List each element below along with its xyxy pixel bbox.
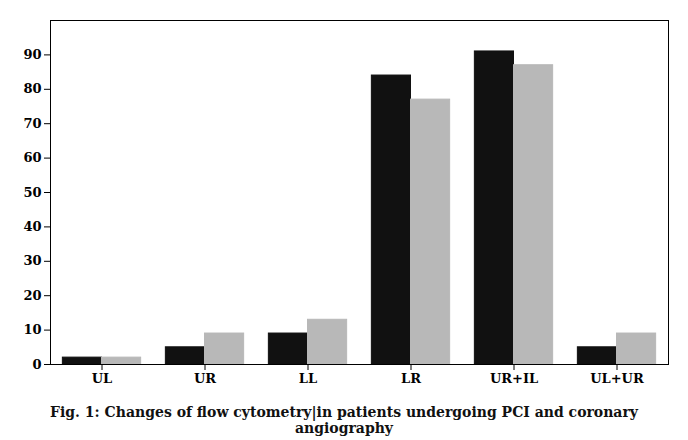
svg-text:LR: LR (401, 371, 421, 386)
svg-text:50: 50 (23, 185, 41, 200)
svg-text:0: 0 (32, 357, 41, 372)
svg-text:UL: UL (92, 371, 112, 386)
html-text:Fig. 1: Changes of flow cytome: Fig. 1: Changes of flow cytometry|in pat… (50, 404, 638, 436)
svg-text:UR: UR (194, 371, 216, 386)
svg-text:40: 40 (23, 219, 41, 234)
svg-text:60: 60 (23, 150, 41, 165)
svg-text:20: 20 (23, 288, 41, 303)
svg-text:UR+IL: UR+IL (490, 371, 538, 386)
svg-text:80: 80 (23, 81, 41, 96)
svg-text:10: 10 (23, 322, 41, 337)
svg-text:UL+UR: UL+UR (590, 371, 644, 386)
svg-text:LL: LL (299, 371, 317, 386)
svg-text:70: 70 (23, 116, 41, 131)
svg-text:30: 30 (23, 253, 41, 268)
svg-text:90: 90 (23, 47, 41, 62)
